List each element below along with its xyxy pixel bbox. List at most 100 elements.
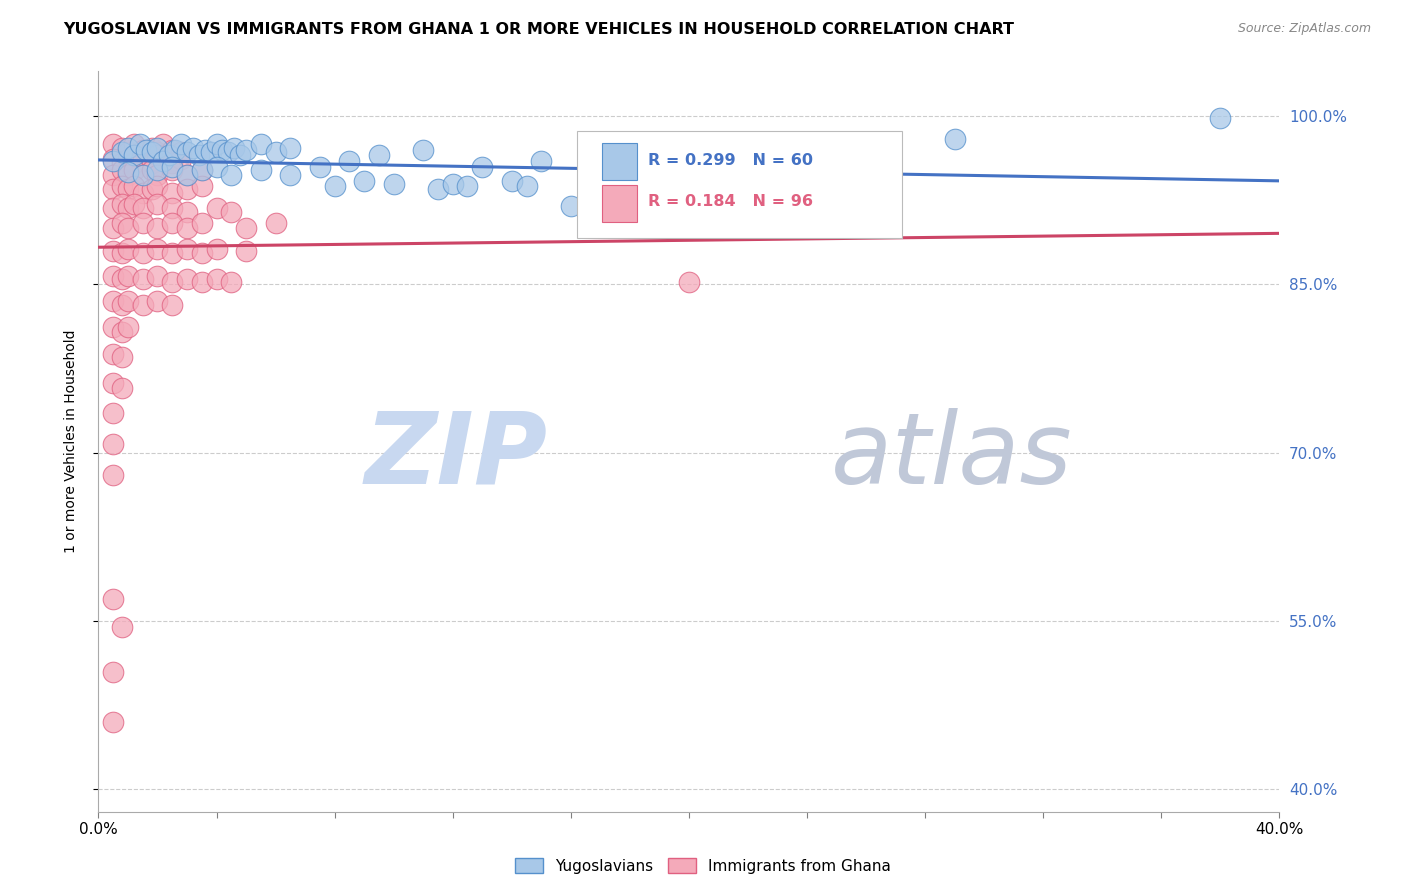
Point <box>111 351 134 365</box>
Point <box>280 168 302 182</box>
Point <box>146 242 169 256</box>
Point <box>111 272 134 286</box>
Point <box>176 145 198 160</box>
Point <box>200 145 222 160</box>
Legend: Yugoslavians, Immigrants from Ghana: Yugoslavians, Immigrants from Ghana <box>509 852 897 880</box>
Point <box>441 177 464 191</box>
Text: ZIP: ZIP <box>364 408 547 505</box>
Point <box>135 143 157 157</box>
Point <box>224 141 246 155</box>
Point <box>235 221 257 235</box>
Point <box>162 298 183 312</box>
Point <box>117 201 139 215</box>
Point <box>128 137 150 152</box>
FancyBboxPatch shape <box>602 185 637 222</box>
Point <box>162 160 183 174</box>
Point <box>162 216 183 230</box>
Point <box>103 376 125 391</box>
Point <box>103 320 125 334</box>
Point <box>678 275 700 289</box>
Point <box>382 177 405 191</box>
Point <box>117 145 139 160</box>
Point <box>103 294 125 309</box>
Point <box>132 186 155 200</box>
Text: Source: ZipAtlas.com: Source: ZipAtlas.com <box>1237 22 1371 36</box>
Point <box>235 143 257 157</box>
Point <box>117 165 139 179</box>
Point <box>211 143 233 157</box>
Point <box>165 143 187 157</box>
Point <box>170 152 193 166</box>
Point <box>132 152 155 166</box>
Point <box>187 148 209 162</box>
Point <box>176 182 198 196</box>
Point <box>368 148 391 162</box>
Point <box>117 152 139 166</box>
Point <box>205 201 228 215</box>
Point <box>122 178 145 193</box>
Point <box>943 131 966 145</box>
Point <box>162 275 183 289</box>
Point <box>634 196 657 211</box>
Text: R = 0.299   N = 60: R = 0.299 N = 60 <box>648 153 813 168</box>
Point <box>250 137 273 152</box>
Point <box>122 196 145 211</box>
Point <box>605 201 627 215</box>
Point <box>117 294 139 309</box>
Point <box>530 154 553 169</box>
Point <box>664 194 686 208</box>
Point <box>162 143 183 157</box>
Point <box>141 141 163 155</box>
Point <box>122 137 145 152</box>
Point <box>103 591 125 606</box>
Point <box>221 204 243 219</box>
Point <box>103 407 125 421</box>
Point <box>141 145 163 160</box>
Point <box>191 275 214 289</box>
Point <box>103 168 125 182</box>
Point <box>111 196 134 211</box>
Point <box>146 178 169 193</box>
Point <box>103 221 125 235</box>
Point <box>339 154 361 169</box>
Point <box>194 143 217 157</box>
Point <box>111 145 134 160</box>
Point <box>191 246 214 260</box>
Point <box>170 145 193 160</box>
Point <box>122 156 145 170</box>
Point <box>678 178 700 193</box>
Point <box>103 154 125 169</box>
Point <box>191 178 214 193</box>
Point <box>176 168 198 182</box>
Point <box>157 148 180 162</box>
Point <box>264 145 287 160</box>
Point <box>152 137 174 152</box>
Point <box>353 174 375 188</box>
Point <box>176 221 198 235</box>
Point <box>217 145 239 160</box>
Point <box>152 154 174 169</box>
Point <box>162 186 183 200</box>
FancyBboxPatch shape <box>576 130 901 238</box>
Point <box>103 152 125 166</box>
Point <box>132 168 155 182</box>
Point <box>250 163 273 178</box>
Point <box>412 143 434 157</box>
Point <box>146 268 169 283</box>
Point <box>103 268 125 283</box>
Point <box>766 154 789 169</box>
Point <box>427 182 450 196</box>
Point <box>111 620 134 634</box>
Point <box>141 156 163 170</box>
Point <box>205 242 228 256</box>
Point <box>117 141 139 155</box>
Point <box>111 216 134 230</box>
Point <box>141 182 163 196</box>
Point <box>229 148 252 162</box>
Point <box>516 178 538 193</box>
Point <box>146 148 169 162</box>
Point <box>111 141 134 155</box>
Point <box>111 381 134 395</box>
Point <box>122 148 145 162</box>
Point <box>111 156 134 170</box>
